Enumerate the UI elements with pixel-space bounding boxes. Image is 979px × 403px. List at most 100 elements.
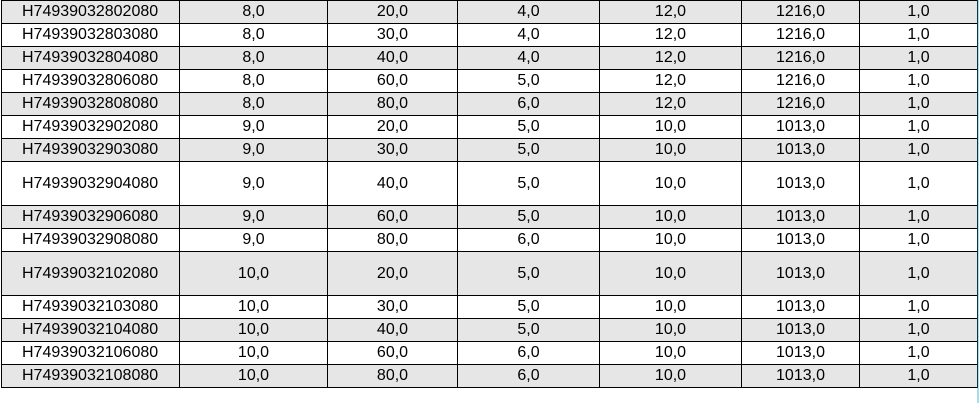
cell-value[interactable]: 1,0 bbox=[859, 0, 978, 24]
cell-value[interactable]: 12,0 bbox=[599, 46, 742, 70]
cell-value[interactable]: 10,0 bbox=[179, 251, 328, 296]
cell-value[interactable]: 9,0 bbox=[179, 115, 328, 139]
cell-value[interactable]: 5,0 bbox=[457, 205, 600, 229]
cell-value[interactable]: 1216,0 bbox=[741, 0, 860, 24]
cell-value[interactable]: 5,0 bbox=[457, 161, 600, 206]
cell-value[interactable]: 9,0 bbox=[179, 138, 328, 162]
cell-value[interactable]: 10,0 bbox=[599, 251, 742, 296]
cell-value[interactable]: 1,0 bbox=[859, 69, 978, 93]
cell-code[interactable]: H74939032108080 bbox=[1, 364, 180, 388]
cell-value[interactable]: 1,0 bbox=[859, 228, 978, 252]
cell-value[interactable]: 60,0 bbox=[327, 341, 458, 365]
cell-code[interactable]: H74939032908080 bbox=[1, 228, 180, 252]
cell-value[interactable]: 1013,0 bbox=[741, 251, 860, 296]
cell-value[interactable]: 40,0 bbox=[327, 318, 458, 342]
cell-code[interactable]: H74939032103080 bbox=[1, 295, 180, 319]
cell-value[interactable]: 60,0 bbox=[327, 205, 458, 229]
cell-value[interactable]: 20,0 bbox=[327, 115, 458, 139]
cell-value[interactable]: 9,0 bbox=[179, 205, 328, 229]
cell-code[interactable]: H74939032808080 bbox=[1, 92, 180, 116]
cell-value[interactable]: 10,0 bbox=[599, 205, 742, 229]
cell-value[interactable]: 8,0 bbox=[179, 92, 328, 116]
cell-code[interactable]: H74939032903080 bbox=[1, 138, 180, 162]
cell-value[interactable]: 30,0 bbox=[327, 138, 458, 162]
cell-value[interactable]: 20,0 bbox=[327, 0, 458, 24]
cell-value[interactable]: 10,0 bbox=[179, 318, 328, 342]
cell-value[interactable]: 8,0 bbox=[179, 23, 328, 47]
cell-value[interactable]: 1,0 bbox=[859, 46, 978, 70]
cell-value[interactable]: 1216,0 bbox=[741, 23, 860, 47]
cell-value[interactable]: 1013,0 bbox=[741, 161, 860, 206]
cell-value[interactable]: 1013,0 bbox=[741, 205, 860, 229]
cell-code[interactable]: H74939032906080 bbox=[1, 205, 180, 229]
cell-value[interactable]: 1,0 bbox=[859, 318, 978, 342]
cell-value[interactable]: 5,0 bbox=[457, 295, 600, 319]
cell-value[interactable]: 10,0 bbox=[599, 115, 742, 139]
cell-value[interactable]: 4,0 bbox=[457, 46, 600, 70]
cell-value[interactable]: 80,0 bbox=[327, 228, 458, 252]
cell-value[interactable]: 8,0 bbox=[179, 46, 328, 70]
cell-code[interactable]: H74939032802080 bbox=[1, 0, 180, 24]
cell-value[interactable]: 1,0 bbox=[859, 92, 978, 116]
cell-value[interactable]: 1013,0 bbox=[741, 138, 860, 162]
cell-value[interactable]: 30,0 bbox=[327, 295, 458, 319]
cell-value[interactable]: 1,0 bbox=[859, 115, 978, 139]
cell-value[interactable]: 1,0 bbox=[859, 295, 978, 319]
cell-value[interactable]: 12,0 bbox=[599, 92, 742, 116]
cell-value[interactable]: 40,0 bbox=[327, 46, 458, 70]
cell-value[interactable]: 10,0 bbox=[599, 341, 742, 365]
cell-value[interactable]: 40,0 bbox=[327, 161, 458, 206]
cell-value[interactable]: 10,0 bbox=[179, 341, 328, 365]
cell-code[interactable]: H74939032806080 bbox=[1, 69, 180, 93]
cell-value[interactable]: 1216,0 bbox=[741, 46, 860, 70]
cell-code[interactable]: H74939032106080 bbox=[1, 341, 180, 365]
cell-value[interactable]: 1,0 bbox=[859, 341, 978, 365]
cell-code[interactable]: H74939032102080 bbox=[1, 251, 180, 296]
cell-value[interactable]: 4,0 bbox=[457, 23, 600, 47]
cell-value[interactable]: 4,0 bbox=[457, 0, 600, 24]
cell-value[interactable]: 1,0 bbox=[859, 364, 978, 388]
cell-value[interactable]: 1,0 bbox=[859, 205, 978, 229]
cell-value[interactable]: 1013,0 bbox=[741, 115, 860, 139]
cell-value[interactable]: 1216,0 bbox=[741, 69, 860, 93]
cell-value[interactable]: 1013,0 bbox=[741, 364, 860, 388]
cell-value[interactable]: 6,0 bbox=[457, 341, 600, 365]
cell-value[interactable]: 12,0 bbox=[599, 23, 742, 47]
cell-value[interactable]: 80,0 bbox=[327, 364, 458, 388]
cell-value[interactable]: 1,0 bbox=[859, 138, 978, 162]
cell-value[interactable]: 5,0 bbox=[457, 138, 600, 162]
cell-value[interactable]: 12,0 bbox=[599, 69, 742, 93]
cell-value[interactable]: 30,0 bbox=[327, 23, 458, 47]
cell-value[interactable]: 8,0 bbox=[179, 69, 328, 93]
cell-value[interactable]: 6,0 bbox=[457, 228, 600, 252]
cell-value[interactable]: 1013,0 bbox=[741, 341, 860, 365]
cell-value[interactable]: 9,0 bbox=[179, 228, 328, 252]
cell-code[interactable]: H74939032904080 bbox=[1, 161, 180, 206]
cell-code[interactable]: H74939032803080 bbox=[1, 23, 180, 47]
cell-value[interactable]: 9,0 bbox=[179, 161, 328, 206]
cell-value[interactable]: 1,0 bbox=[859, 251, 978, 296]
cell-value[interactable]: 20,0 bbox=[327, 251, 458, 296]
cell-value[interactable]: 10,0 bbox=[599, 364, 742, 388]
cell-value[interactable]: 5,0 bbox=[457, 318, 600, 342]
cell-value[interactable]: 1013,0 bbox=[741, 318, 860, 342]
cell-value[interactable]: 12,0 bbox=[599, 0, 742, 24]
cell-value[interactable]: 1,0 bbox=[859, 161, 978, 206]
cell-value[interactable]: 1013,0 bbox=[741, 295, 860, 319]
cell-value[interactable]: 6,0 bbox=[457, 364, 600, 388]
cell-value[interactable]: 10,0 bbox=[179, 364, 328, 388]
cell-value[interactable]: 10,0 bbox=[179, 295, 328, 319]
cell-value[interactable]: 6,0 bbox=[457, 92, 600, 116]
cell-code[interactable]: H74939032804080 bbox=[1, 46, 180, 70]
cell-code[interactable]: H74939032902080 bbox=[1, 115, 180, 139]
cell-value[interactable]: 5,0 bbox=[457, 251, 600, 296]
cell-value[interactable]: 10,0 bbox=[599, 138, 742, 162]
cell-value[interactable]: 10,0 bbox=[599, 161, 742, 206]
cell-code[interactable]: H74939032104080 bbox=[1, 318, 180, 342]
cell-value[interactable]: 10,0 bbox=[599, 228, 742, 252]
cell-value[interactable]: 10,0 bbox=[599, 318, 742, 342]
cell-value[interactable]: 5,0 bbox=[457, 115, 600, 139]
cell-value[interactable]: 1216,0 bbox=[741, 92, 860, 116]
cell-value[interactable]: 1,0 bbox=[859, 23, 978, 47]
cell-value[interactable]: 1013,0 bbox=[741, 228, 860, 252]
